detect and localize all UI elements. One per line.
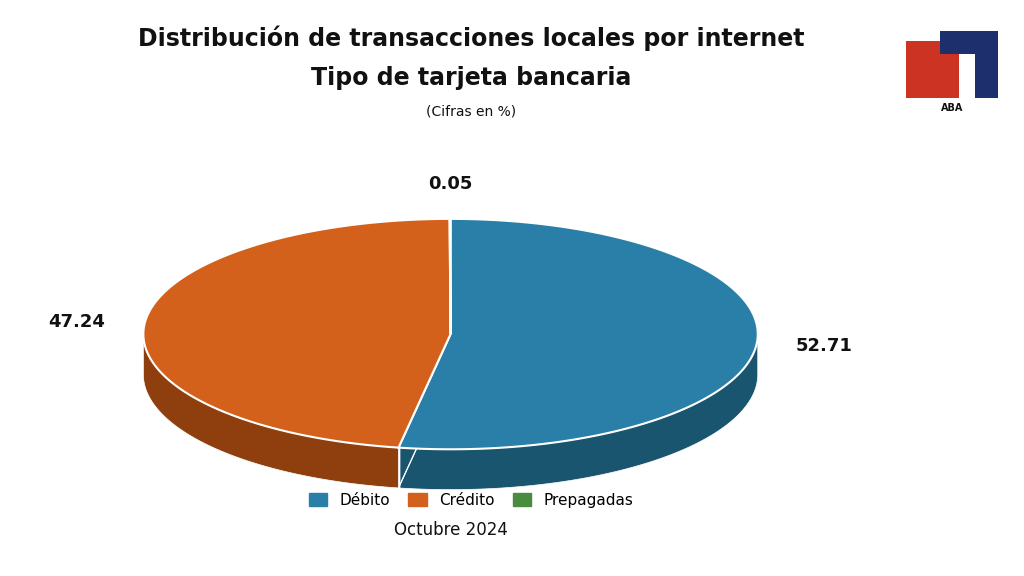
Text: 0.05: 0.05 [428, 175, 472, 194]
Polygon shape [398, 219, 758, 449]
Polygon shape [143, 334, 398, 488]
Bar [975, 31, 998, 97]
Polygon shape [398, 334, 758, 490]
Text: Distribución de transacciones locales por internet: Distribución de transacciones locales po… [138, 26, 804, 51]
Text: ABA: ABA [941, 103, 964, 113]
Bar [940, 31, 998, 55]
Bar [906, 41, 959, 97]
Text: (Cifras en %): (Cifras en %) [426, 105, 516, 119]
Text: Octubre 2024: Octubre 2024 [393, 521, 508, 539]
Polygon shape [143, 219, 451, 448]
Legend: Débito, Crédito, Prepagadas: Débito, Crédito, Prepagadas [303, 486, 639, 514]
Text: Tipo de tarjeta bancaria: Tipo de tarjeta bancaria [311, 66, 631, 90]
Text: 47.24: 47.24 [49, 313, 105, 331]
Text: Fuente: BCRD: Fuente: BCRD [464, 554, 560, 568]
Text: 52.71: 52.71 [796, 337, 852, 355]
